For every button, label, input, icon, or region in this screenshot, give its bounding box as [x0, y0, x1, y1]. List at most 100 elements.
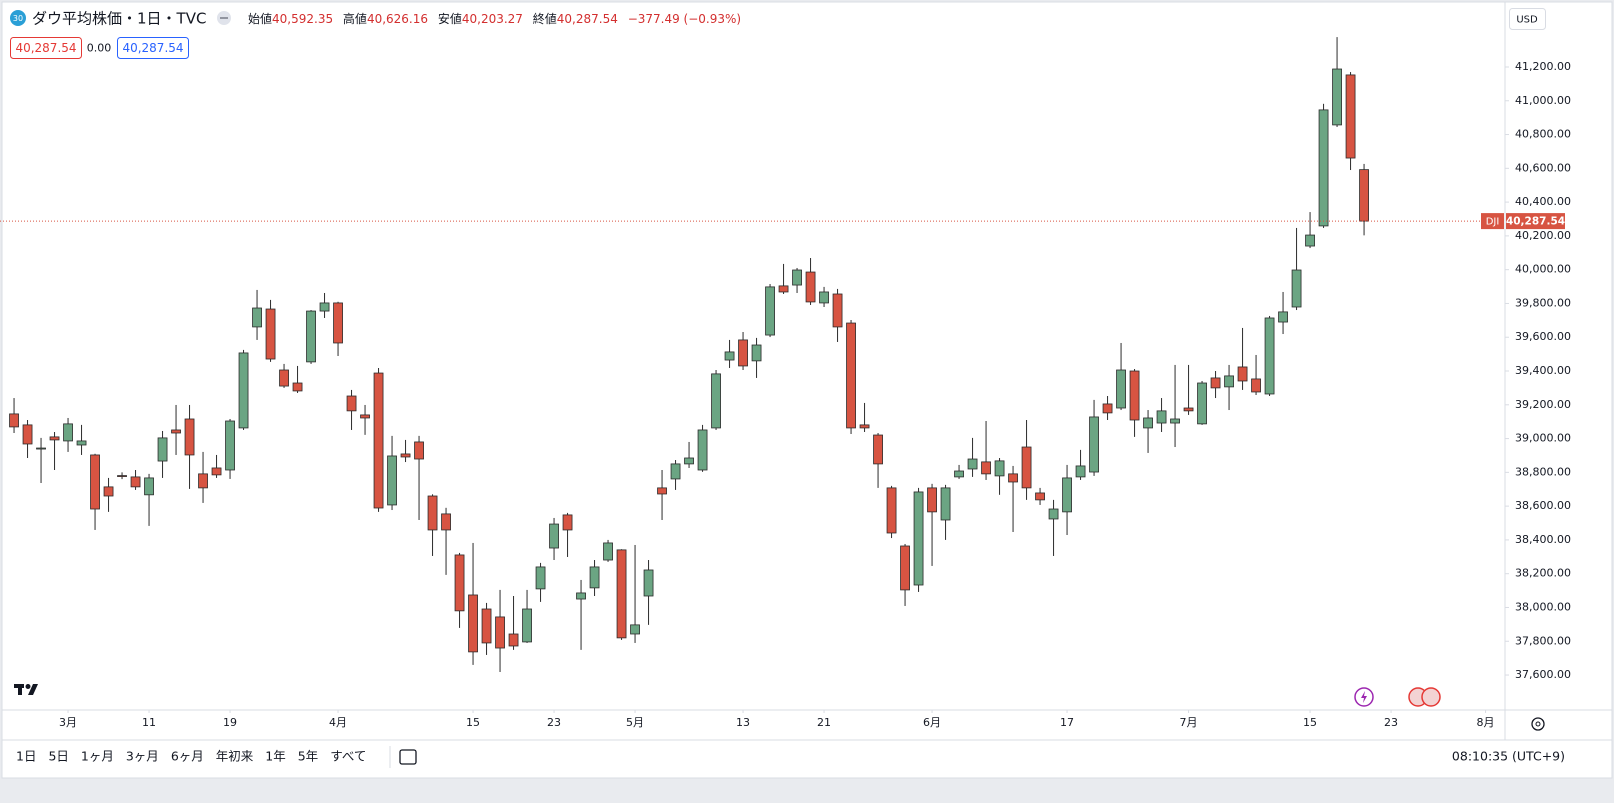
- candle-body: [643, 569, 654, 597]
- candle-body: [1048, 508, 1059, 520]
- logo-part: [18, 684, 22, 695]
- y-tick-label: 39,200.00: [1515, 398, 1571, 411]
- settings-icon[interactable]: [1531, 717, 1545, 731]
- candle-body: [630, 624, 640, 635]
- range-button[interactable]: 1日: [16, 749, 36, 764]
- candle-body: [481, 608, 492, 644]
- y-tick-label: 41,200.00: [1515, 60, 1571, 73]
- range-button[interactable]: 1年: [265, 749, 285, 764]
- candle-body: [22, 424, 33, 445]
- range-button[interactable]: 1ヶ月: [81, 749, 114, 764]
- range-button[interactable]: 年初来: [216, 749, 254, 764]
- y-tick-label: 41,000.00: [1515, 94, 1571, 107]
- candle-body: [306, 310, 316, 363]
- candle-body: [1278, 311, 1288, 323]
- y-tick-label: 38,000.00: [1515, 600, 1571, 613]
- candle-body: [738, 339, 748, 367]
- candle-body: [1264, 317, 1275, 395]
- candle-body: [616, 549, 627, 639]
- candle-body: [522, 608, 532, 643]
- candle-body: [1170, 418, 1180, 424]
- candle-body: [927, 487, 937, 513]
- ohlc-label: 安値: [438, 11, 462, 26]
- y-tick-label: 37,800.00: [1515, 634, 1571, 647]
- candle-body: [1062, 477, 1072, 513]
- candle-body: [373, 372, 384, 509]
- y-tick-label: 37,600.00: [1515, 668, 1571, 681]
- candle-body: [171, 429, 181, 434]
- candle-body: [319, 302, 330, 312]
- candle-body: [1359, 169, 1369, 222]
- y-tick-label: 38,400.00: [1515, 533, 1571, 546]
- candle-body: [873, 434, 883, 465]
- candle-body: [211, 467, 222, 476]
- x-tick-label: 7月: [1180, 716, 1198, 729]
- candle-body: [1116, 369, 1126, 409]
- badge-text: 30: [13, 14, 23, 23]
- spread: 0.00: [87, 42, 112, 55]
- candle-body: [765, 286, 775, 336]
- symbol-title[interactable]: ダウ平均株価・1日・TVC: [32, 10, 206, 28]
- y-tick-label: 40,600.00: [1515, 161, 1571, 174]
- candle-body: [549, 523, 559, 549]
- candle-body: [535, 566, 546, 590]
- candle-body: [130, 476, 141, 488]
- logo-part: [28, 684, 38, 695]
- calendar-icon[interactable]: [399, 749, 417, 765]
- ohlc-value: 40,287.54: [557, 12, 618, 26]
- ohlc-value: 40,626.16: [367, 12, 428, 26]
- candle-body: [346, 395, 357, 412]
- candle-body: [184, 418, 195, 456]
- candle-body: [198, 473, 208, 489]
- x-tick-label: 19: [223, 716, 237, 729]
- ohlc-label: 始値: [248, 11, 272, 26]
- candle-body: [994, 460, 1005, 477]
- candle-body: [697, 429, 708, 471]
- x-tick-label: 23: [547, 716, 561, 729]
- bid-box[interactable]: [10, 37, 82, 59]
- plot-area: [0, 37, 1505, 672]
- frame: [1, 1, 1613, 779]
- flag-icon[interactable]: [1421, 687, 1441, 707]
- logo-part: [25, 684, 31, 689]
- y-tick-label: 38,200.00: [1515, 567, 1571, 580]
- candle-body: [1156, 410, 1167, 424]
- candle-body: [603, 542, 613, 561]
- candle-body: [576, 592, 586, 600]
- candle-body: [468, 594, 478, 653]
- y-tick-label: 39,000.00: [1515, 432, 1571, 445]
- symbol-badge: [10, 10, 26, 26]
- symbol-tag-bg: [1481, 213, 1504, 230]
- ohlc-line: 始値40,592.35 高値40,626.16 安値40,203.27 終値40…: [248, 11, 741, 26]
- range-button[interactable]: すべて: [330, 749, 366, 764]
- candle-body: [913, 491, 924, 586]
- range-button[interactable]: 6ヶ月: [171, 749, 204, 764]
- candle-body: [1237, 366, 1248, 382]
- ohlc-value: 40,592.35: [272, 12, 333, 26]
- candle-body: [1021, 446, 1032, 489]
- candle-body: [859, 424, 870, 429]
- x-tick-label: 5月: [626, 716, 644, 729]
- candle-body: [711, 373, 721, 429]
- y-tick-label: 40,800.00: [1515, 128, 1571, 141]
- tv-logo: [14, 684, 38, 695]
- range-button[interactable]: 5日: [48, 749, 68, 764]
- candle-body: [427, 495, 438, 531]
- ask: 40,287.54: [122, 41, 183, 55]
- x-tick-label: 4月: [329, 716, 347, 729]
- y-tick-label: 39,600.00: [1515, 330, 1571, 343]
- candle-body: [36, 447, 46, 450]
- candle-body: [1291, 269, 1302, 308]
- candle-body: [265, 308, 276, 360]
- candle-body: [1035, 492, 1045, 501]
- x-tick-label: 11: [142, 716, 156, 729]
- ask-box[interactable]: [117, 37, 189, 59]
- candle-body: [1345, 74, 1356, 159]
- range-button[interactable]: 3ヶ月: [126, 749, 159, 764]
- range-button[interactable]: 5年: [298, 749, 318, 764]
- x-tick-label: 13: [736, 716, 750, 729]
- candle-body: [1102, 403, 1113, 414]
- currency-box[interactable]: [1509, 8, 1546, 30]
- candle-body: [1183, 407, 1194, 412]
